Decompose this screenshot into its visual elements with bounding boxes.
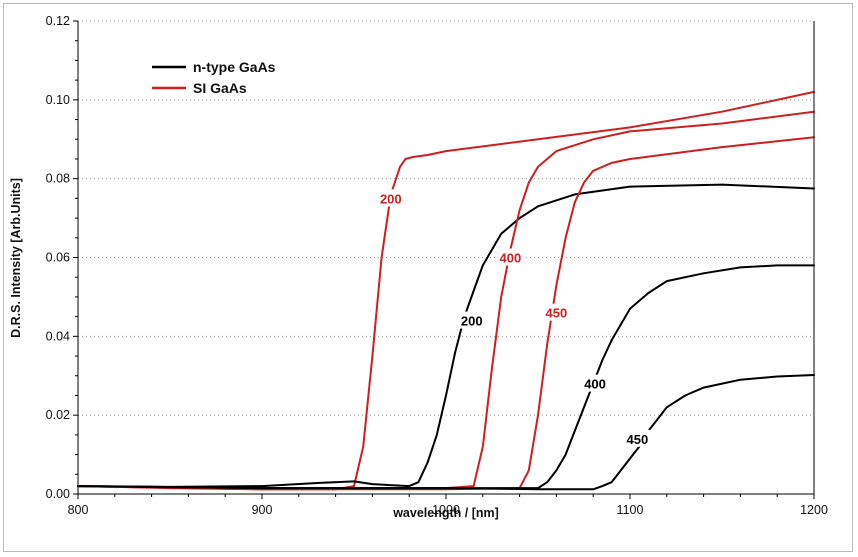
curve-annotation: 200 <box>461 314 483 329</box>
series-line-si-gaas-200 <box>77 90 815 491</box>
legend-label-si: SI GaAs <box>193 80 247 96</box>
annotation-bg <box>376 189 405 207</box>
curve-annotation: 450 <box>627 432 649 447</box>
legend: n-type GaAs SI GaAs <box>152 59 276 96</box>
annotation-bg <box>496 248 525 266</box>
x-axis-title: wavelength / [nm] <box>392 506 499 520</box>
series-line-n-type-gaas-450 <box>77 374 815 491</box>
series-line-si-gaas-450 <box>77 136 815 491</box>
y-axis-title: D.R.S. Intensity [Arb.Units] <box>9 178 23 338</box>
curve-annotation: 400 <box>584 377 606 392</box>
annotation-bg <box>581 374 610 392</box>
x-ticks: 800 900 1000 1100 1200 <box>68 494 828 517</box>
annotation-bg <box>542 303 571 321</box>
x-tick-label: 1000 <box>432 503 460 517</box>
y-tick-label: 0.06 <box>46 251 70 265</box>
series-lines <box>77 90 815 491</box>
y-tick-label: 0.08 <box>46 172 70 186</box>
series-line-n-type-gaas-200 <box>77 183 815 488</box>
y-ticks: 0.00 0.02 0.04 0.06 0.08 0.10 0.12 <box>46 14 78 501</box>
curve-annotations: 200 200 400 450 400 450 <box>376 189 652 447</box>
annotation-bg <box>623 429 652 447</box>
x-tick-label: 900 <box>252 503 273 517</box>
y-tick-label: 0.04 <box>46 329 70 343</box>
annotation-bg <box>457 311 486 329</box>
y-tick-label: 0.00 <box>46 487 70 501</box>
x-tick-label: 1100 <box>617 503 644 517</box>
x-tick-label: 1200 <box>800 503 828 517</box>
y-tick-label: 0.12 <box>46 14 70 28</box>
chart-frame <box>3 3 853 552</box>
x-tick-label: 800 <box>68 503 89 517</box>
curve-annotation: 400 <box>500 251 522 266</box>
y-tick-label: 0.10 <box>46 93 70 107</box>
series-line-si-gaas-400 <box>77 110 815 491</box>
gridlines <box>78 20 814 416</box>
series-line-n-type-gaas-400 <box>77 264 815 490</box>
curve-annotation: 450 <box>546 306 568 321</box>
legend-label-n-type: n-type GaAs <box>193 59 276 75</box>
y-tick-label: 0.02 <box>46 408 70 422</box>
curve-annotation: 200 <box>380 191 402 206</box>
